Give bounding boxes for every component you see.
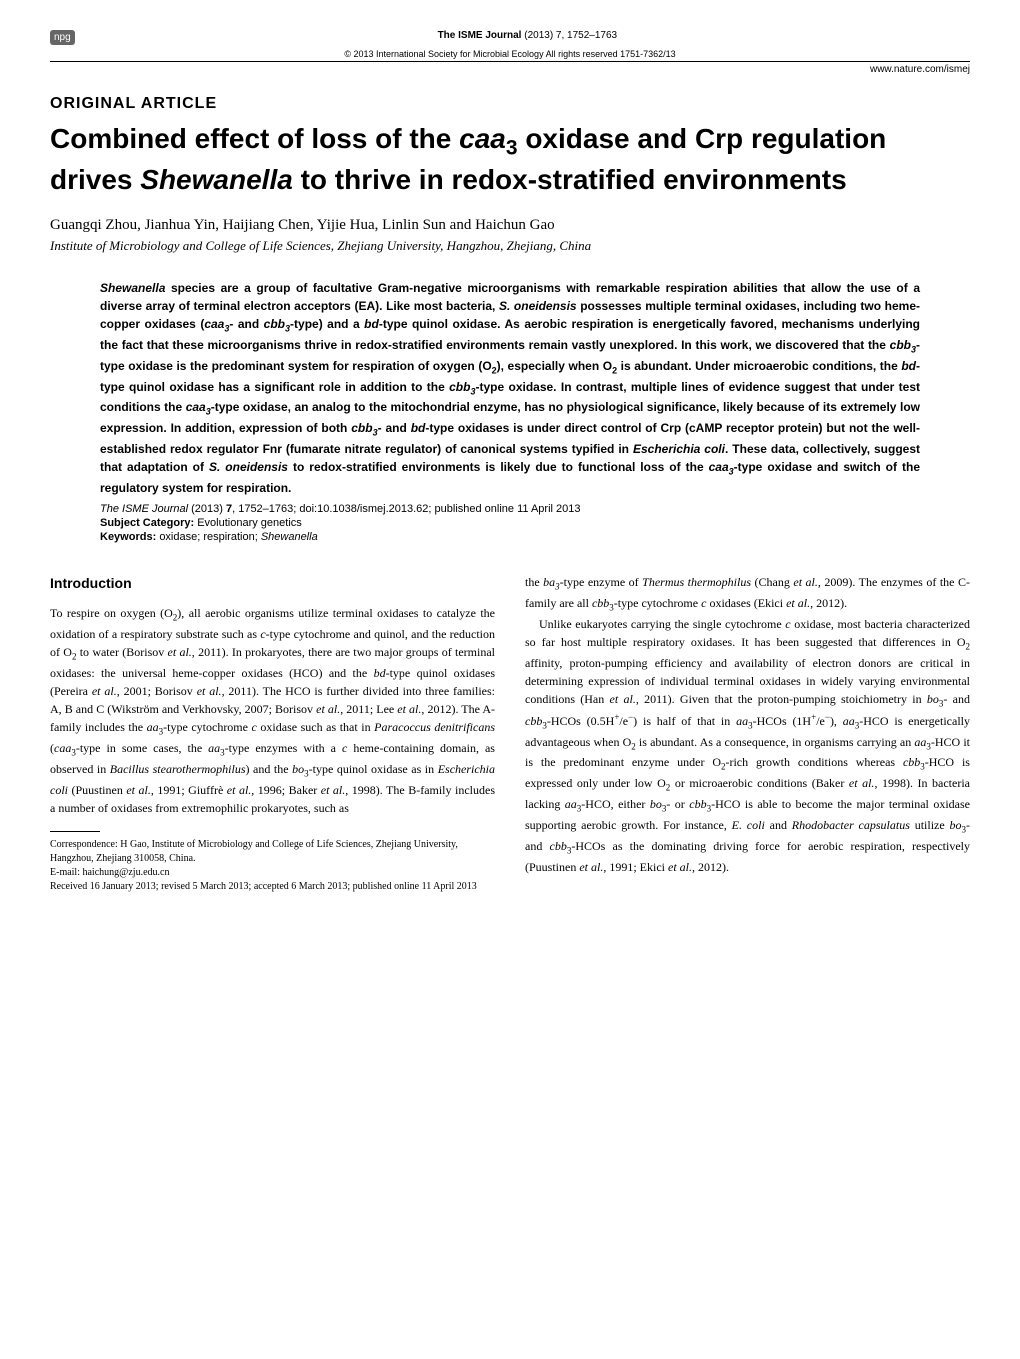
- correspondence: Correspondence: H Gao, Institute of Micr…: [50, 838, 495, 894]
- journal-url: www.nature.com/ismej: [50, 61, 970, 75]
- abstract: Shewanella species are a group of facult…: [100, 279, 920, 497]
- journal-title: The ISME Journal: [438, 30, 522, 41]
- intro-text-right: the ba3-type enzyme of Thermus thermophi…: [525, 573, 970, 876]
- authors: Guangqi Zhou, Jianhua Yin, Haijiang Chen…: [50, 217, 970, 234]
- keywords-value: oxidase; respiration; Shewanella: [159, 531, 317, 543]
- affiliation: Institute of Microbiology and College of…: [50, 238, 970, 254]
- column-left: Introduction To respire on oxygen (O2), …: [50, 573, 495, 893]
- article-title: Combined effect of loss of the caa3 oxid…: [50, 121, 970, 197]
- column-right: the ba3-type enzyme of Thermus thermophi…: [525, 573, 970, 893]
- keywords-label: Keywords:: [100, 531, 156, 543]
- citation: The ISME Journal (2013) 7, 1752–1763; do…: [100, 503, 920, 515]
- journal-title-line: The ISME Journal (2013) 7, 1752–1763: [85, 30, 970, 41]
- subject-category: Subject Category: Evolutionary genetics: [100, 517, 920, 529]
- correspondence-divider: [50, 831, 100, 832]
- body-columns: Introduction To respire on oxygen (O2), …: [50, 573, 970, 893]
- copyright-line: © 2013 International Society for Microbi…: [50, 49, 970, 59]
- journal-info: (2013) 7, 1752–1763: [524, 30, 617, 41]
- article-type: ORIGINAL ARTICLE: [50, 95, 970, 113]
- npg-badge: npg: [50, 30, 75, 45]
- introduction-heading: Introduction: [50, 573, 495, 594]
- keywords: Keywords: oxidase; respiration; Shewanel…: [100, 531, 920, 543]
- subject-value: Evolutionary genetics: [197, 517, 302, 529]
- subject-label: Subject Category:: [100, 517, 194, 529]
- journal-header: npg The ISME Journal (2013) 7, 1752–1763: [50, 30, 970, 45]
- intro-text-left: To respire on oxygen (O2), all aerobic o…: [50, 604, 495, 816]
